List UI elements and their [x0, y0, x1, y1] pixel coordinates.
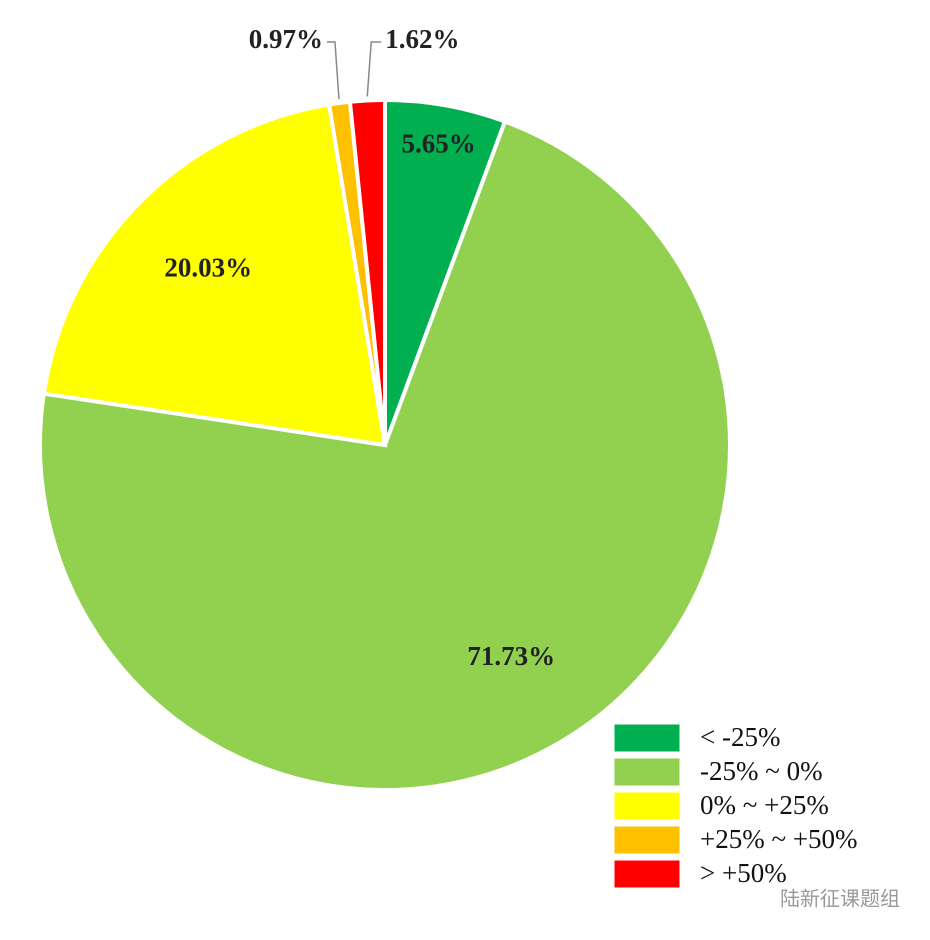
legend-label: < -25% — [700, 722, 780, 752]
leader-line — [326, 41, 340, 100]
legend-swatch — [613, 723, 681, 753]
data-label: 0.97% — [249, 24, 323, 54]
data-label: 1.62% — [385, 24, 459, 54]
legend-label: > +50% — [700, 858, 787, 888]
leader-line — [366, 41, 382, 97]
legend-label: 0% ~ +25% — [700, 790, 829, 820]
data-label: 71.73% — [467, 641, 555, 671]
pie-slice — [38, 118, 732, 792]
pie-slice — [41, 102, 388, 448]
legend-label: +25% ~ +50% — [700, 824, 858, 854]
legend-swatch — [613, 791, 681, 821]
data-label: 20.03% — [164, 253, 252, 283]
legend-swatch — [613, 825, 681, 855]
legend-swatch — [613, 859, 681, 889]
watermark: 陆新征课题组 — [780, 887, 900, 911]
legend-swatch — [613, 757, 681, 787]
legend-label: -25% ~ 0% — [700, 756, 823, 786]
data-label: 5.65% — [401, 128, 475, 158]
pie-slice — [347, 97, 387, 446]
